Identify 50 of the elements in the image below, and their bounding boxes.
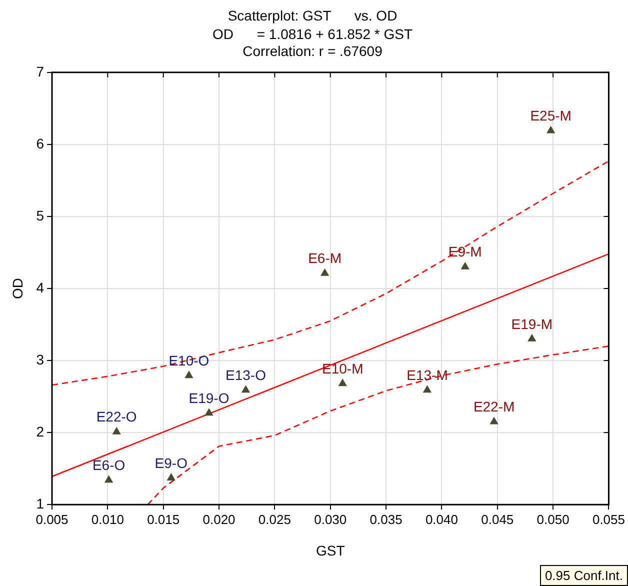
point bbox=[490, 417, 498, 424]
x-tick-label: 0.020 bbox=[202, 512, 236, 527]
point bbox=[423, 386, 432, 393]
point bbox=[320, 268, 329, 276]
y-axis-title: OD bbox=[9, 278, 26, 299]
line-series bbox=[52, 160, 609, 386]
data-label: E9-M bbox=[448, 244, 482, 260]
point bbox=[205, 408, 213, 416]
y-tick-label: 7 bbox=[36, 63, 44, 80]
y-tick-label: 1 bbox=[36, 495, 44, 512]
point bbox=[112, 427, 121, 434]
data-label: E9-O bbox=[154, 454, 188, 471]
x-tick-label: 0.005 bbox=[36, 512, 68, 527]
chart-title: Scatterplot: GST vs. OD bbox=[228, 7, 398, 24]
data-label: E13-O bbox=[226, 366, 266, 383]
data-label: E19-M bbox=[511, 316, 553, 332]
data-label: E6-M bbox=[308, 250, 342, 266]
x-tick-label: 0.030 bbox=[314, 512, 347, 527]
point bbox=[338, 379, 347, 386]
x-tick-label: 0.055 bbox=[592, 512, 626, 527]
x-tick-label: 0.015 bbox=[147, 512, 180, 527]
data-label: E6-O bbox=[92, 456, 126, 473]
x-tick-label: 0.010 bbox=[91, 512, 124, 527]
data-label: E10-M bbox=[322, 360, 364, 376]
y-tick-label: 4 bbox=[36, 279, 44, 296]
line-series bbox=[147, 345, 609, 505]
point bbox=[528, 334, 536, 342]
y-tick-label: 2 bbox=[36, 423, 44, 440]
point bbox=[184, 371, 193, 378]
x-tick-label: 0.045 bbox=[481, 512, 514, 527]
x-tick-label: 0.035 bbox=[370, 512, 402, 527]
data-label: E22-O bbox=[96, 408, 137, 425]
y-tick-label: 5 bbox=[36, 207, 44, 224]
y-tick-label: 3 bbox=[36, 351, 44, 368]
point bbox=[461, 262, 470, 270]
x-axis-title: GST bbox=[316, 542, 346, 558]
data-label: E13-M bbox=[406, 366, 448, 383]
y-tick-label: 6 bbox=[36, 135, 44, 152]
x-tick-label: 0.025 bbox=[258, 512, 291, 527]
data-label: E25-M bbox=[530, 108, 572, 124]
x-tick-label: 0.040 bbox=[425, 512, 458, 527]
point bbox=[242, 386, 250, 393]
text: 0.95 Conf.Int. bbox=[540, 565, 628, 586]
chart-subtitle: OD = 1.0816 + 61.852 * GST Correlation: r = .67609 bbox=[212, 26, 413, 59]
data-label: E22-M bbox=[473, 398, 515, 415]
x-tick-label: 0.050 bbox=[536, 512, 570, 527]
data-label: E19-O bbox=[188, 390, 230, 406]
point bbox=[546, 126, 555, 134]
point bbox=[167, 473, 176, 480]
point bbox=[104, 476, 113, 483]
